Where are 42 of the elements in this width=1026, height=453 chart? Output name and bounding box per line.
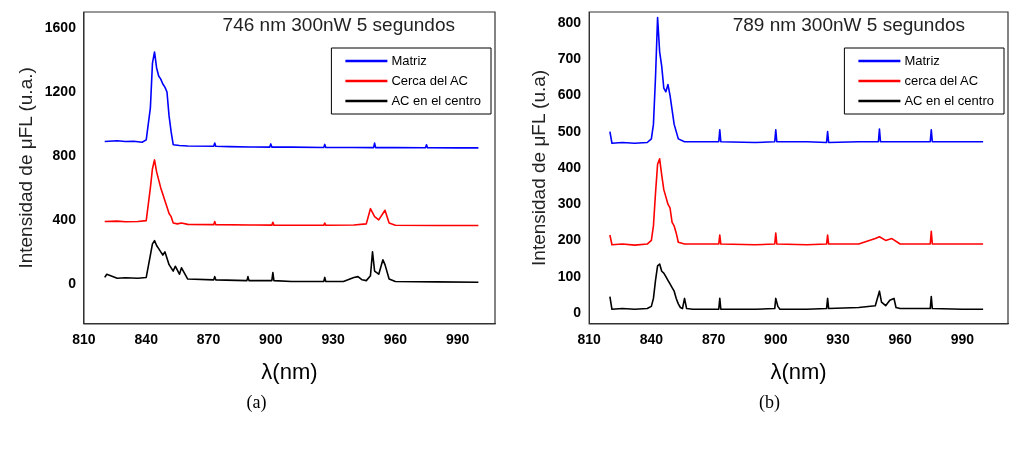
y-axis-title: Intensidad de μFL (u.a) [527,69,549,266]
y-tick-label: 1200 [44,82,76,99]
x-tick-label: 840 [639,331,663,348]
x-tick-label: 960 [888,331,912,348]
y-tick-label: 300 [557,195,581,212]
x-axis-title: λ(nm) [260,358,318,384]
y-tick-label: 400 [557,158,581,175]
x-tick-label: 810 [576,331,601,348]
x-tick-label: 810 [71,331,96,348]
x-tick-label: 870 [196,331,220,348]
chart-title: 789 nm 300nW 5 segundos [732,13,965,35]
y-tick-label: 1600 [44,18,76,35]
x-tick-label: 930 [320,331,345,348]
y-tick-label: 400 [52,210,76,227]
x-tick-label: 900 [258,331,283,348]
x-axis-title: λ(nm) [769,358,827,384]
text: (b) [759,392,780,413]
x-tick-label: 900 [763,331,788,348]
x-tick-label: 960 [383,331,407,348]
legend-label: AC en el centro [903,92,994,108]
x-tick-label: 990 [445,331,470,348]
y-tick-label: 500 [557,122,581,139]
x-tick-label: 990 [950,331,974,348]
x-tick-label: 870 [701,331,725,348]
y-tick-label: 100 [557,267,581,284]
legend-label: AC en el centro [390,92,481,108]
x-tick-label: 930 [825,331,850,348]
text: (a) [246,392,267,413]
y-tick-label: 700 [557,49,581,66]
legend-label: Matriz [903,52,940,68]
y-axis-title: Intensidad de μFL (u.a.) [14,67,36,269]
legend-label: Matriz [390,52,427,68]
legend-label: cerca del AC [903,72,978,88]
y-tick-label: 0 [67,274,76,291]
legend-label: Cerca del AC [390,72,468,88]
y-tick-label: 0 [572,303,581,320]
x-tick-label: 840 [134,331,158,348]
y-tick-label: 800 [557,13,581,30]
y-tick-label: 600 [557,86,581,103]
y-tick-label: 200 [557,231,581,248]
y-tick-label: 800 [52,146,76,163]
chart-title: 746 nm 300nW 5 segundos [222,13,455,35]
